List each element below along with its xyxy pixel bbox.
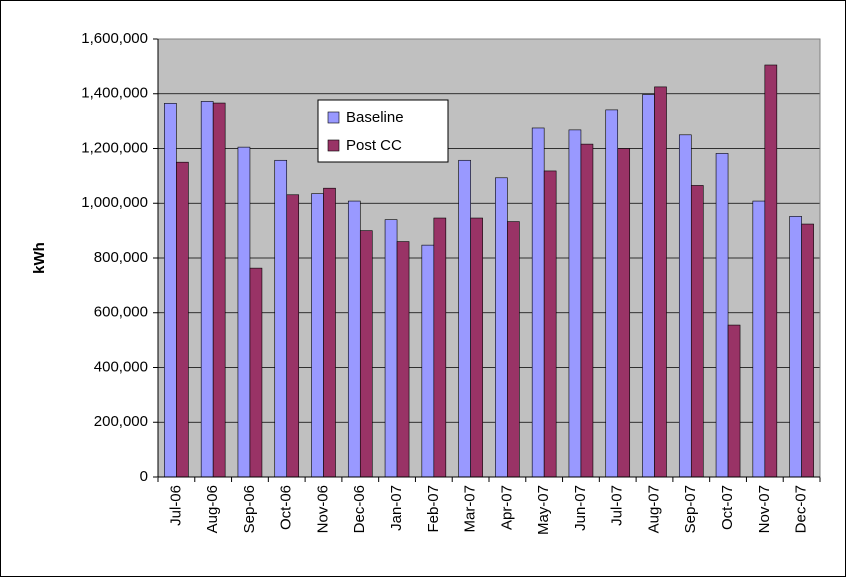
y-tick-label: 1,600,000: [81, 30, 148, 47]
legend-label: Baseline: [346, 109, 404, 126]
bar: [617, 148, 631, 478]
x-tick-label: Nov-07: [756, 485, 773, 533]
x-tick-label: Jul-06: [167, 485, 184, 526]
x-tick-label: Apr-07: [498, 485, 515, 530]
bar: [311, 193, 324, 478]
bar: [164, 103, 177, 478]
x-tick-label: Sep-06: [241, 485, 258, 533]
bar: [347, 200, 361, 478]
x-tick-label: Aug-06: [204, 485, 221, 533]
bar: [323, 187, 336, 478]
bar: [752, 200, 766, 478]
x-tick-label: Mar-07: [462, 485, 479, 533]
x-tick-label: Jul-07: [609, 485, 626, 526]
y-tick-label: 400,000: [94, 358, 148, 375]
bar: [470, 217, 483, 478]
x-tick-label: Feb-07: [425, 485, 442, 533]
bar: [690, 185, 704, 478]
bar: [458, 159, 471, 478]
bar: [176, 161, 189, 478]
legend-box: [317, 99, 449, 163]
x-tick-label: Sep-07: [682, 485, 699, 533]
x-tick-label: Aug-07: [645, 485, 662, 533]
y-axis-label: kWh: [31, 242, 48, 274]
bar: [507, 221, 520, 478]
bar: [433, 217, 447, 478]
legend-label: Post CC: [346, 137, 402, 154]
bar: [421, 244, 435, 478]
y-tick-label: 1,000,000: [81, 194, 148, 211]
bar: [568, 129, 582, 478]
bar: [727, 324, 741, 478]
bar: [642, 94, 655, 478]
bar: [200, 101, 214, 478]
legend: Baseline Post CC: [317, 99, 449, 163]
bar: [801, 223, 814, 478]
x-tick-label: Oct-06: [278, 485, 295, 530]
x-tick-label: Dec-06: [351, 485, 368, 533]
legend-swatch: [327, 111, 340, 124]
bar: [678, 134, 692, 478]
bar: [543, 170, 557, 478]
x-tick-label: Dec-07: [793, 485, 810, 533]
legend-swatch: [327, 139, 340, 152]
bar: [495, 177, 508, 478]
y-tick-label: 800,000: [94, 249, 148, 266]
y-tick-label: 0: [140, 468, 148, 485]
bar: [274, 159, 288, 478]
bar: [286, 194, 300, 478]
y-tick-label: 200,000: [94, 413, 148, 430]
bar: [249, 267, 263, 478]
bar: [359, 230, 373, 478]
x-tick-label: Jan-07: [388, 485, 405, 531]
y-tick-label: 600,000: [94, 304, 148, 321]
bar: [384, 219, 398, 478]
x-tick-label: Jun-07: [572, 485, 589, 531]
x-tick-label: May-07: [535, 485, 552, 535]
bar: [715, 153, 729, 478]
bar: [212, 102, 226, 478]
y-tick-label: 1,400,000: [81, 85, 148, 102]
bar: [531, 127, 545, 478]
bar: [764, 64, 778, 478]
bar: [654, 86, 667, 478]
bar: [396, 241, 410, 478]
y-tick-label: 1,200,000: [81, 139, 148, 156]
bar: [605, 109, 619, 478]
bar: [580, 143, 594, 478]
bar: [789, 216, 802, 478]
x-tick-label: Nov-06: [314, 485, 331, 533]
bar: [237, 146, 251, 478]
x-tick-label: Oct-07: [719, 485, 736, 530]
